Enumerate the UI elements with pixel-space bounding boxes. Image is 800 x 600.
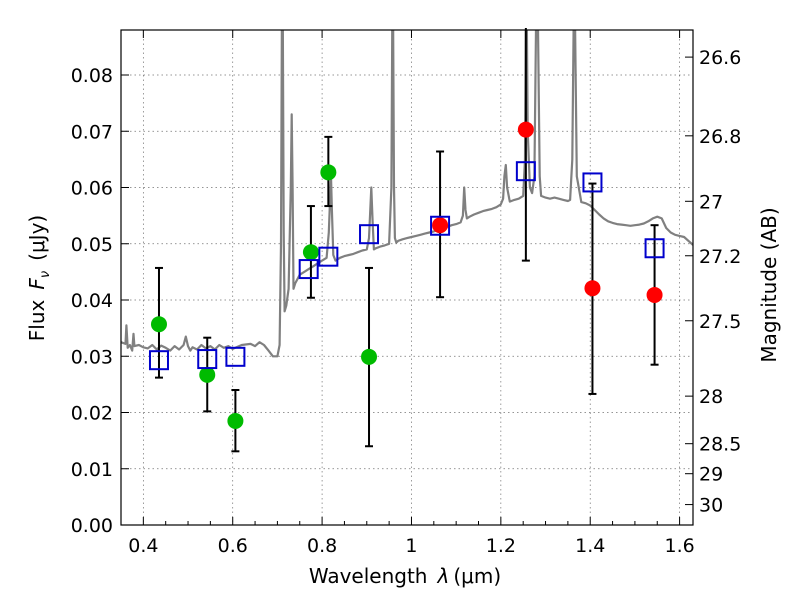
y2-tick-label: 28 [699,386,723,408]
model-photometry-point [582,172,603,193]
y2-tick-label: 28.5 [699,434,741,456]
model-photometry-point [359,224,380,245]
grid [121,30,693,526]
y-tick-label: 0.03 [71,346,113,368]
red-photometry-point [584,280,601,297]
y-tick-label: 0.08 [71,65,113,87]
x-tick-label: 1.2 [486,535,516,557]
y-tick-label: 0.01 [71,459,113,481]
y2-axis-title: Magnitude (AB) [757,207,781,362]
red-photometry-point [517,121,534,138]
data-markers [148,121,665,429]
green-photometry-point [361,348,378,365]
model-photometry-point [148,350,169,371]
green-photometry-point [320,164,337,181]
y2-tick-label: 26.8 [699,126,741,148]
model-spectrum [121,30,693,358]
y2-tick-label: 27.2 [699,246,741,268]
y2-tick-label: 26.6 [699,47,741,69]
spectrum-line [121,30,693,358]
green-photometry-point [150,316,167,333]
error-bars [154,28,659,453]
model-photometry-point [225,346,246,367]
green-photometry-point [302,244,319,261]
axis-ticks: 0.4 0.6 0.8 1 1.2 1.4 1.6 0.00 0.01 0.02 0.03 0.04 0… [71,30,741,557]
x-tick-label: 1.4 [575,535,605,557]
x-tick-label: 0.6 [218,535,248,557]
model-photometry-point [644,238,665,259]
red-photometry-point [432,217,449,234]
y-axis-title: FluxFν(μJy) [25,215,53,341]
model-photometry-point [515,161,536,182]
x-axis-title: Wavelength λ (μm) [309,564,501,588]
green-photometry-point [227,412,244,429]
y-tick-label: 0.07 [71,121,113,143]
model-photometry-point [197,349,218,370]
x-tick-label: 1.6 [664,535,694,557]
y-tick-label: 0.05 [71,234,113,256]
y2-tick-label: 30 [699,495,723,517]
plot-frame [120,29,694,526]
y2-tick-label: 27.5 [699,311,741,333]
green-photometry-point [199,366,216,383]
y-tick-label: 0.00 [71,515,113,537]
x-tick-label: 0.8 [307,535,337,557]
model-photometry-point [318,246,339,267]
y-tick-label: 0.02 [71,403,113,425]
x-tick-label: 1 [405,535,417,557]
red-photometry-point [646,286,663,303]
y-tick-label: 0.06 [71,178,113,200]
model-photometry-point [430,215,451,236]
y2-tick-label: 27 [699,191,723,213]
y-tick-label: 0.04 [71,290,113,312]
model-photometry-point [298,259,319,280]
y2-tick-label: 29 [699,464,723,486]
x-tick-label: 0.4 [128,535,158,557]
